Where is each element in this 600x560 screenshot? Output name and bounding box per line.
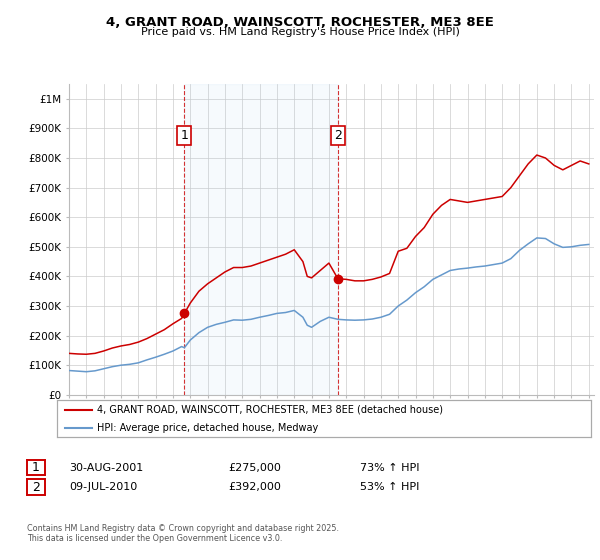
- Text: 30-AUG-2001: 30-AUG-2001: [69, 463, 143, 473]
- Text: 53% ↑ HPI: 53% ↑ HPI: [360, 482, 419, 492]
- Text: 4, GRANT ROAD, WAINSCOTT, ROCHESTER, ME3 8EE (detached house): 4, GRANT ROAD, WAINSCOTT, ROCHESTER, ME3…: [97, 404, 443, 414]
- Text: £392,000: £392,000: [228, 482, 281, 492]
- Text: 09-JUL-2010: 09-JUL-2010: [69, 482, 137, 492]
- Text: Price paid vs. HM Land Registry's House Price Index (HPI): Price paid vs. HM Land Registry's House …: [140, 27, 460, 37]
- Text: 1: 1: [32, 461, 40, 474]
- Text: HPI: Average price, detached house, Medway: HPI: Average price, detached house, Medw…: [97, 423, 319, 433]
- Text: Contains HM Land Registry data © Crown copyright and database right 2025.
This d: Contains HM Land Registry data © Crown c…: [27, 524, 339, 543]
- Text: £275,000: £275,000: [228, 463, 281, 473]
- Text: 2: 2: [334, 129, 342, 142]
- Bar: [184, 84, 338, 395]
- Text: 1: 1: [181, 129, 188, 142]
- Text: 4, GRANT ROAD, WAINSCOTT, ROCHESTER, ME3 8EE: 4, GRANT ROAD, WAINSCOTT, ROCHESTER, ME3…: [106, 16, 494, 29]
- Text: 2: 2: [32, 480, 40, 494]
- Text: 73% ↑ HPI: 73% ↑ HPI: [360, 463, 419, 473]
